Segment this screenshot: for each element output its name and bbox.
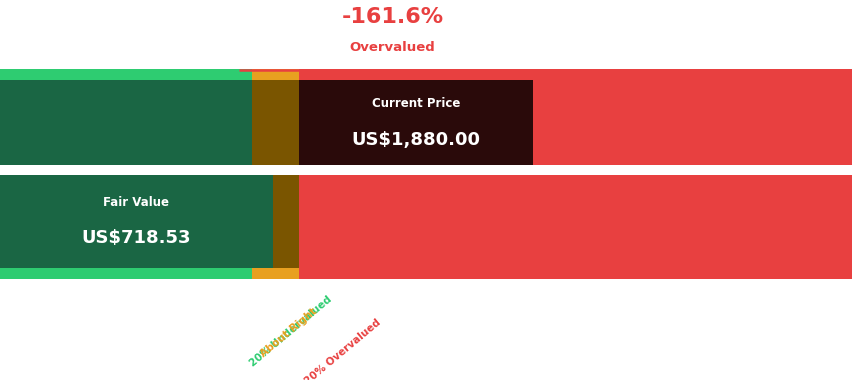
- Bar: [298, 175, 852, 268]
- Text: US$718.53: US$718.53: [82, 229, 191, 247]
- Bar: [532, 80, 852, 165]
- Bar: [0, 175, 273, 268]
- Bar: [0, 69, 251, 80]
- Bar: [298, 80, 532, 165]
- Bar: [298, 80, 532, 165]
- Bar: [0, 175, 251, 268]
- Bar: [251, 69, 298, 80]
- Bar: [0, 80, 251, 165]
- Bar: [0, 268, 251, 279]
- Text: Current Price: Current Price: [371, 97, 459, 110]
- Text: -161.6%: -161.6%: [341, 7, 443, 27]
- Text: Overvalued: Overvalued: [349, 41, 435, 54]
- Text: 20% Overvalued: 20% Overvalued: [302, 317, 383, 380]
- Bar: [298, 268, 852, 279]
- Bar: [298, 69, 852, 80]
- Bar: [251, 175, 298, 268]
- Text: About Right: About Right: [258, 306, 319, 359]
- Bar: [251, 80, 298, 165]
- Text: US$1,880.00: US$1,880.00: [351, 131, 480, 149]
- Text: 20% Undervalued: 20% Undervalued: [247, 294, 333, 369]
- Text: Fair Value: Fair Value: [103, 196, 170, 209]
- Bar: [251, 268, 298, 279]
